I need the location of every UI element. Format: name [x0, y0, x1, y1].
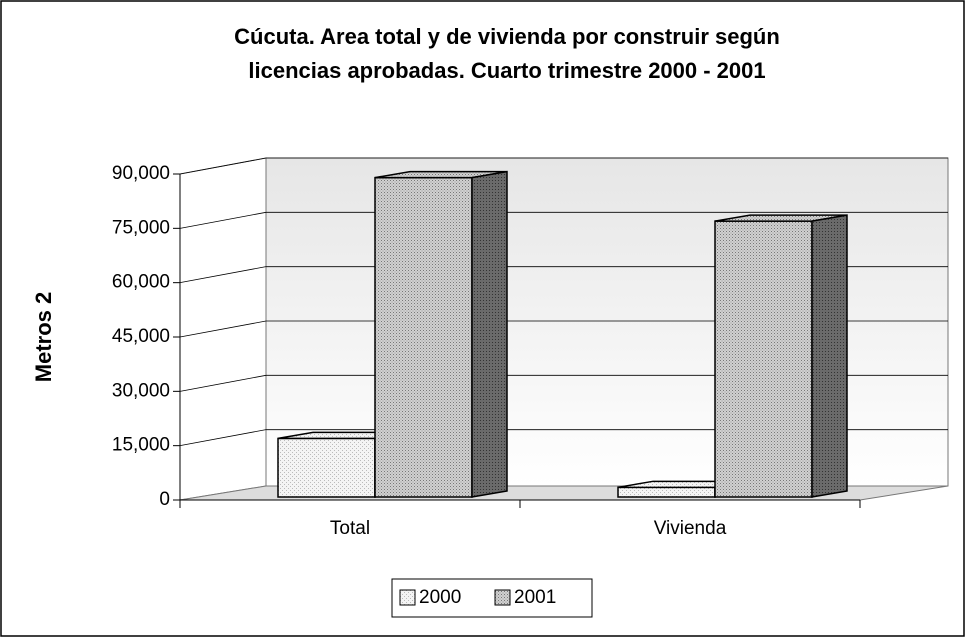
legend-box	[391, 578, 593, 618]
bar	[714, 220, 813, 498]
legend-label: 2000	[419, 587, 461, 608]
y-tick-label: 30,000	[112, 380, 170, 401]
y-tick-label: 15,000	[112, 435, 170, 456]
y-tick-label: 60,000	[112, 272, 170, 293]
y-tick-label: 0	[159, 489, 170, 510]
bar	[374, 176, 473, 498]
grid-line	[179, 211, 948, 229]
legend: 2000 2001	[391, 578, 593, 618]
y-tick-label: 45,000	[112, 326, 170, 347]
bar	[617, 486, 716, 498]
grid-line	[179, 157, 948, 175]
legend-swatch	[399, 589, 416, 606]
bar-side	[811, 214, 848, 498]
chart-title: licencias aprobadas. Cuarto trimestre 20…	[248, 58, 765, 83]
chart-title: Cúcuta. Area total y de vivienda por con…	[234, 24, 780, 49]
bar	[277, 437, 376, 498]
legend-label: 2001	[514, 587, 556, 608]
y-tick-label: 75,000	[112, 217, 170, 238]
y-axis-label: Metros 2	[31, 292, 56, 382]
x-tick-label: Total	[330, 518, 370, 539]
y-tick-label: 90,000	[112, 163, 170, 184]
x-tick-label: Vivienda	[654, 518, 727, 539]
legend-swatch	[494, 589, 511, 606]
bar-side	[471, 170, 508, 498]
